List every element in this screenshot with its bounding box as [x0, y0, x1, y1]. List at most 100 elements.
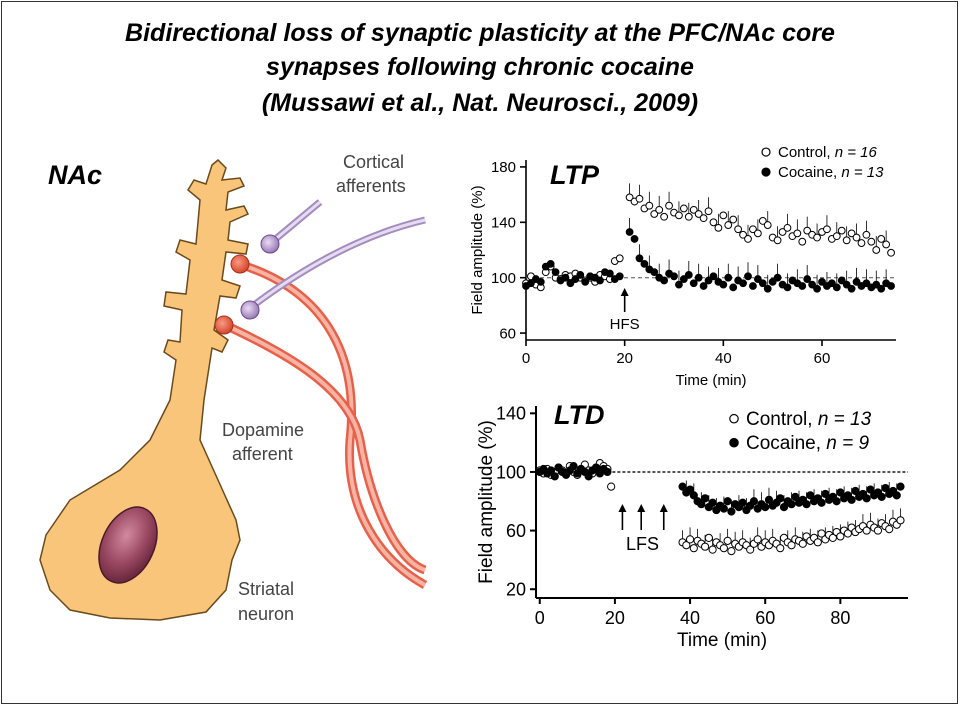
- cocaine-data-point: [684, 271, 693, 279]
- y-tick-label: 140: [496, 404, 526, 424]
- cocaine-data-point: [596, 276, 604, 285]
- cocaine-data-point: [550, 472, 559, 481]
- cocaine-data-point: [576, 271, 585, 279]
- control-data-point: [744, 235, 752, 243]
- cocaine-data-point: [700, 494, 710, 503]
- control-data-point: [813, 233, 821, 242]
- cocaine-data-point: [635, 254, 644, 263]
- control-data-point: [709, 218, 718, 227]
- x-tick-label: 20: [605, 608, 625, 628]
- cocaine-data-point: [719, 280, 728, 289]
- cocaine-data-point: [832, 283, 841, 292]
- legend-control-label: Control, n = 16: [778, 144, 877, 161]
- x-tick-label: 20: [616, 350, 633, 367]
- control-data-point: [832, 232, 841, 241]
- legend-control-marker: [729, 413, 739, 424]
- x-tick-label: 80: [830, 608, 850, 628]
- cocaine-data-point: [776, 494, 785, 503]
- cocaine-data-point: [847, 284, 856, 293]
- cortical-label-1: Cortical: [343, 152, 404, 172]
- slide-title-line-2: synapses following chronic cocaine: [266, 53, 694, 81]
- control-data-point: [882, 240, 891, 249]
- cocaine-data-point: [727, 507, 736, 516]
- cocaine-data-point: [739, 279, 747, 288]
- control-data-point: [862, 230, 871, 239]
- cell-nucleus: [98, 506, 158, 584]
- control-data-point: [723, 536, 732, 545]
- cocaine-data-point: [783, 283, 792, 292]
- y-tick-label: 60: [499, 325, 516, 342]
- control-data-point: [704, 207, 713, 216]
- control-data-point: [694, 210, 703, 218]
- control-data-point: [885, 525, 894, 534]
- cocaine-data-point: [605, 269, 614, 278]
- dopamine-bouton-2: [214, 315, 234, 335]
- control-data-point: [729, 215, 738, 224]
- cocaine-data-point: [847, 495, 856, 504]
- legend-cocaine-marker: [729, 437, 739, 448]
- cocaine-data-point: [689, 491, 698, 500]
- control-data-point: [682, 541, 691, 550]
- control-data-point: [872, 246, 881, 254]
- control-data-point: [776, 544, 785, 553]
- control-data-point: [689, 205, 698, 214]
- cocaine-data-point: [763, 284, 772, 293]
- cocaine-data-point: [832, 497, 841, 506]
- stimulus-arrowhead: [620, 288, 629, 296]
- control-data-point: [828, 533, 837, 543]
- y-tick-label: 100: [496, 462, 526, 482]
- cocaine-data-point: [749, 282, 757, 290]
- cocaine-data-point: [798, 282, 807, 290]
- cocaine-data-point: [768, 277, 777, 286]
- cocaine-data-point: [877, 284, 886, 293]
- control-data-point: [727, 546, 736, 556]
- cocaine-data-point: [761, 503, 770, 512]
- cocaine-data-point: [837, 276, 846, 285]
- legend-group-name: Cocaine,: [746, 433, 826, 454]
- cocaine-data-point: [813, 284, 821, 293]
- slide-title-line-3: (Mussawi et al., Nat. Neurosci., 2009): [261, 89, 699, 117]
- cocaine-data-point: [592, 463, 601, 472]
- panel-label: LTP: [550, 160, 600, 190]
- cocaine-data-point: [892, 491, 901, 500]
- control-data-point: [758, 217, 767, 225]
- cocaine-data-point: [827, 279, 836, 288]
- legend-cocaine-marker: [761, 167, 771, 177]
- control-data-point: [700, 542, 710, 551]
- y-tick-label: 100: [491, 270, 516, 287]
- cocaine-data-point: [887, 282, 895, 290]
- control-data-point: [675, 211, 683, 220]
- cocaine-data-point: [877, 492, 886, 501]
- control-data-point: [798, 237, 807, 246]
- cocaine-data-point: [694, 273, 703, 282]
- control-data-point: [724, 221, 733, 229]
- legend-group-name: Control,: [778, 144, 835, 161]
- control-data-point: [773, 236, 782, 245]
- control-data-point: [625, 193, 634, 202]
- control-data-point: [778, 228, 787, 236]
- control-data-point: [763, 221, 772, 229]
- cocaine-data-point: [527, 279, 535, 288]
- cocaine-data-point: [817, 498, 826, 507]
- stimulus-label: HFS: [610, 316, 640, 333]
- cocaine-data-point: [738, 498, 747, 507]
- cocaine-data-point: [779, 503, 789, 512]
- cocaine-data-point: [764, 495, 774, 504]
- x-tick-label: 0: [522, 350, 530, 367]
- cocaine-data-point: [862, 494, 871, 503]
- control-data-point: [852, 233, 861, 242]
- control-data-point: [843, 529, 852, 538]
- y-tick-label: 60: [506, 521, 526, 541]
- neuron-label-1: Striatal: [238, 579, 294, 599]
- cocaine-data-point: [842, 280, 851, 289]
- cocaine-data-point: [603, 467, 612, 477]
- cortical-fiber-2: [247, 216, 426, 311]
- control-data-point: [749, 225, 757, 234]
- control-data-point: [842, 236, 851, 245]
- cortical-bouton-1: [260, 234, 280, 254]
- cocaine-data-point: [536, 277, 545, 286]
- cocaine-data-point: [773, 273, 782, 282]
- cocaine-data-point: [852, 277, 861, 286]
- neuron-label-2: neuron: [238, 604, 294, 624]
- cocaine-data-point: [615, 272, 624, 281]
